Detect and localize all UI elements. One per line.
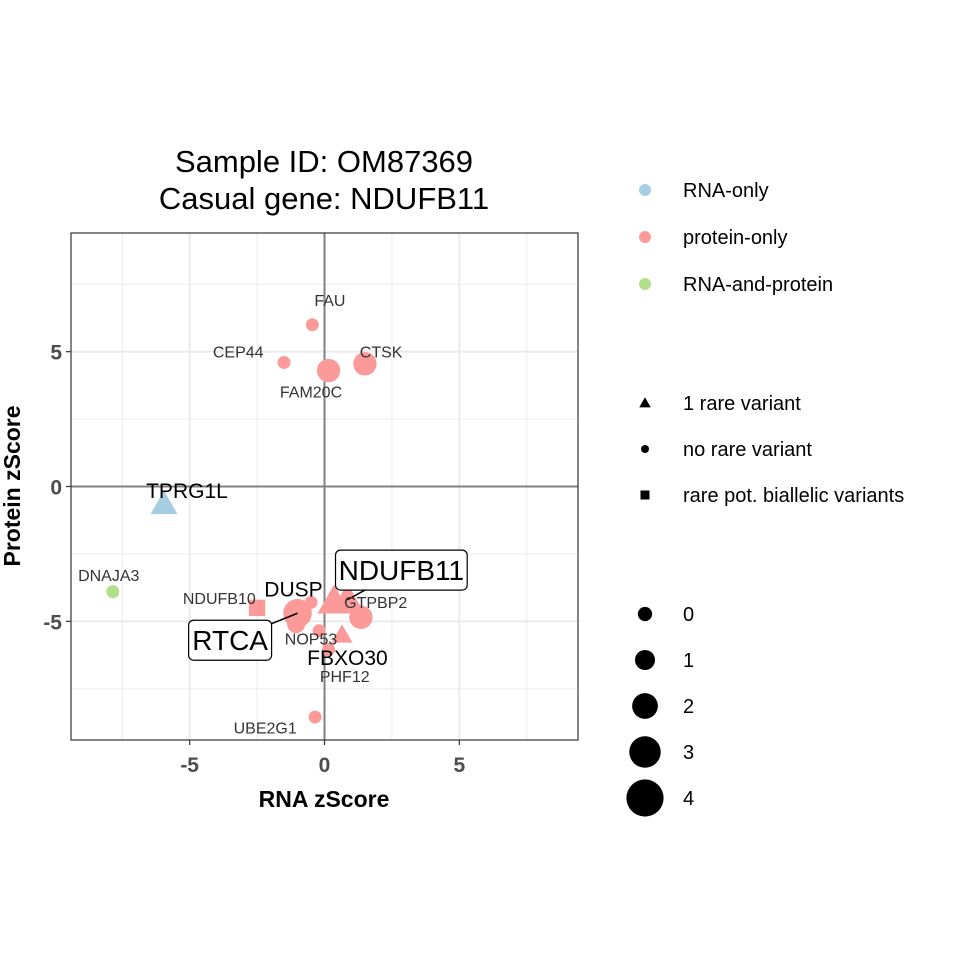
data-point <box>305 318 319 332</box>
point-label: GTPBP2 <box>344 595 407 612</box>
y-axis-ticks: -5 0 5 <box>43 342 71 634</box>
legend-size-key <box>626 779 664 817</box>
legend-size-label: 3 <box>683 742 694 764</box>
zero-lines <box>71 233 578 740</box>
chart-title-line-2: Casual gene: NDUFB11 <box>159 181 489 216</box>
point-label: NDUFB10 <box>183 591 256 608</box>
legend-shape-key <box>641 445 649 453</box>
data-point <box>316 358 341 383</box>
legend-shape-label: 1 rare variant <box>683 393 801 415</box>
legend-color-label: RNA-and-protein <box>683 274 833 296</box>
point-label: CTSK <box>360 344 403 361</box>
chart-title-line-1: Sample ID: OM87369 <box>175 144 473 179</box>
legend-color-key <box>639 231 651 243</box>
y-axis-label: Protein zScore <box>0 405 25 566</box>
data-point <box>304 595 318 609</box>
y-tick-label: 0 <box>50 477 62 500</box>
x-tick-label: -5 <box>180 754 199 777</box>
point-label: DUSP <box>264 578 322 601</box>
data-point <box>106 585 120 599</box>
point-label: UBE2G1 <box>234 720 297 737</box>
point-label: CEP44 <box>213 344 264 361</box>
legend-size-label: 0 <box>683 604 694 626</box>
point-label: NDUFB11 <box>339 555 465 586</box>
legend-size-label: 2 <box>683 696 694 718</box>
point-label: DNAJA3 <box>78 568 139 585</box>
plot-panel: FAU CEP44 CTSK FAM20C TPRG1L DNAJA3 NDUFB10 DUS… <box>70 232 579 741</box>
x-axis-ticks: -5 0 5 <box>180 740 465 777</box>
legend-color-label: protein-only <box>683 227 788 249</box>
legend-color-key <box>639 184 651 196</box>
data-point <box>150 490 178 515</box>
legend-size-key <box>632 693 658 719</box>
x-axis-label: RNA zScore <box>259 786 390 812</box>
point-labels: FAU CEP44 CTSK FAM20C TPRG1L DNAJA3 NDUFB10 DUS… <box>78 293 468 737</box>
legend-color-label: RNA-only <box>683 180 769 202</box>
data-point <box>277 355 291 369</box>
data-point <box>331 624 353 643</box>
legend-shape-label: no rare variant <box>683 439 812 461</box>
point-label: FBXO30 <box>307 647 388 670</box>
y-tick-label: -5 <box>43 611 62 634</box>
label-box <box>188 619 273 661</box>
data-point <box>312 624 326 638</box>
data-point <box>308 710 322 724</box>
label-box <box>334 549 468 591</box>
data-point <box>353 352 377 376</box>
legend-size-label: 4 <box>683 788 694 810</box>
legend-shape-key <box>640 490 650 500</box>
data-points <box>106 318 377 724</box>
legend-size-label: 1 <box>683 650 694 672</box>
legend-shape-key <box>639 397 651 408</box>
point-label: PHF12 <box>320 669 370 686</box>
y-tick-label: 5 <box>50 342 62 365</box>
color-legend: RNA-only protein-only RNA-and-protein <box>639 180 833 296</box>
point-label: RTCA <box>192 625 268 656</box>
x-tick-label: 0 <box>319 754 331 777</box>
point-label: FAU <box>314 293 345 310</box>
point-label: FAM20C <box>280 385 342 402</box>
point-label: TPRG1L <box>146 480 228 503</box>
data-point <box>248 599 266 617</box>
legend-size-key <box>634 649 656 671</box>
x-tick-label: 5 <box>453 754 465 777</box>
size-legend: 0 1 2 3 4 <box>626 604 694 817</box>
data-point <box>287 614 306 634</box>
data-point <box>322 643 336 657</box>
data-point <box>330 583 364 613</box>
shape-legend: 1 rare variant no rare variant rare pot. b… <box>639 393 904 507</box>
legend-shape-label: rare pot. biallelic variants <box>683 485 904 507</box>
legend-size-key <box>629 736 661 768</box>
legend-color-key <box>639 278 651 290</box>
data-point <box>349 605 373 629</box>
point-label: NOP53 <box>285 631 338 648</box>
legend-size-key <box>637 606 653 622</box>
